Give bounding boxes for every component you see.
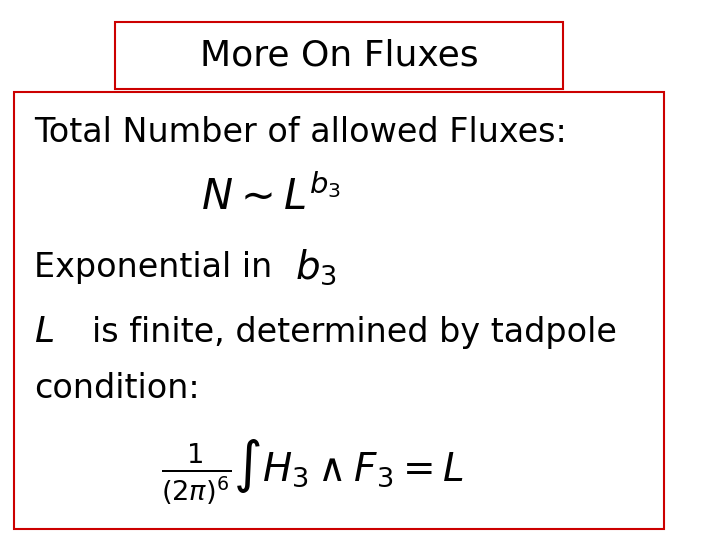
Text: $\frac{1}{(2\pi)^6} \int H_3 \wedge F_3 = L$: $\frac{1}{(2\pi)^6} \int H_3 \wedge F_3 … xyxy=(161,437,463,508)
Text: condition:: condition: xyxy=(34,372,199,406)
Text: $b_3$: $b_3$ xyxy=(295,247,337,287)
Text: Total Number of allowed Fluxes:: Total Number of allowed Fluxes: xyxy=(34,116,567,149)
Text: More On Fluxes: More On Fluxes xyxy=(199,38,478,72)
FancyBboxPatch shape xyxy=(115,22,562,89)
Text: is finite, determined by tadpole: is finite, determined by tadpole xyxy=(91,315,616,349)
Text: $L$: $L$ xyxy=(34,315,54,349)
Text: Exponential in: Exponential in xyxy=(34,251,272,284)
FancyBboxPatch shape xyxy=(14,92,665,529)
Text: $N \sim L^{b_3}$: $N \sim L^{b_3}$ xyxy=(201,176,341,219)
